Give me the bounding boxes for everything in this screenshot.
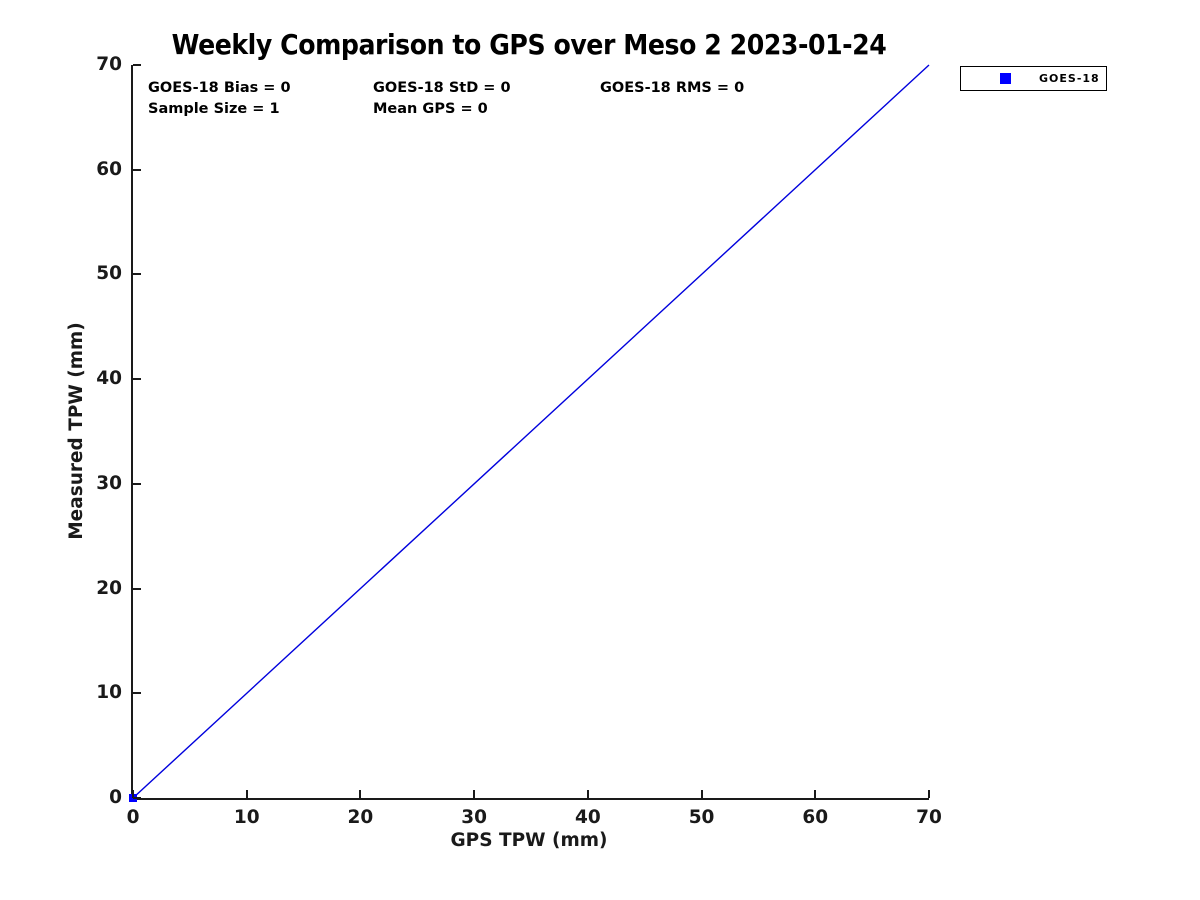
y-tick-label: 70 xyxy=(96,54,122,75)
x-tick-mark xyxy=(359,790,362,798)
x-axis-label: GPS TPW (mm) xyxy=(450,830,608,851)
plot-area xyxy=(129,64,930,802)
y-axis-label: Measured TPW (mm) xyxy=(66,322,87,540)
stat-rms: GOES-18 RMS = 0 xyxy=(600,80,745,96)
chart-title: Weekly Comparison to GPS over Meso 2 202… xyxy=(171,28,887,61)
x-tick-mark xyxy=(245,790,248,798)
legend: GOES-18 xyxy=(960,66,1107,91)
x-tick-label: 0 xyxy=(126,807,140,828)
x-tick-label: 20 xyxy=(347,807,374,828)
x-tick-label: 50 xyxy=(688,807,715,828)
y-tick-mark xyxy=(133,692,141,695)
y-tick-label: 10 xyxy=(96,682,122,704)
stat-sample-size: Sample Size = 1 xyxy=(148,101,280,117)
series-line-identity-line xyxy=(132,64,930,799)
y-tick-mark xyxy=(133,273,141,276)
x-tick-mark xyxy=(928,790,930,798)
legend-marker-square-icon xyxy=(1000,73,1011,84)
x-tick-label: 60 xyxy=(802,807,829,828)
x-tick-mark xyxy=(132,790,134,798)
stat-bias: GOES-18 Bias = 0 xyxy=(148,80,291,96)
y-tick-mark xyxy=(133,64,141,66)
y-tick-mark xyxy=(133,168,141,171)
y-tick-label: 40 xyxy=(96,368,122,390)
stat-mean-gps: Mean GPS = 0 xyxy=(373,101,488,117)
x-tick-mark xyxy=(473,790,476,798)
x-tick-mark xyxy=(700,790,703,798)
y-tick-mark xyxy=(133,797,141,799)
x-tick-label: 10 xyxy=(233,807,260,828)
x-tick-mark xyxy=(586,790,589,798)
y-tick-label: 0 xyxy=(109,787,122,808)
y-tick-label: 60 xyxy=(96,158,122,180)
x-tick-label: 30 xyxy=(461,807,488,828)
y-tick-label: 50 xyxy=(96,263,122,285)
y-tick-mark xyxy=(133,378,141,381)
legend-label: GOES-18 xyxy=(1039,72,1100,85)
y-tick-mark xyxy=(133,587,141,590)
x-tick-label: 40 xyxy=(574,807,601,828)
stat-std: GOES-18 StD = 0 xyxy=(373,80,511,96)
x-tick-mark xyxy=(814,790,817,798)
y-tick-mark xyxy=(133,482,141,485)
plot-canvas xyxy=(129,64,930,802)
x-tick-label: 70 xyxy=(916,807,942,828)
y-tick-label: 30 xyxy=(96,472,122,494)
y-tick-label: 20 xyxy=(96,577,122,599)
